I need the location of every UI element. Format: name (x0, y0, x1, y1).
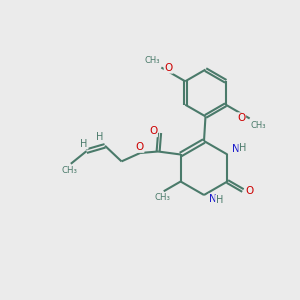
Text: N: N (232, 144, 240, 154)
Text: O: O (245, 185, 254, 196)
Text: H: H (80, 139, 88, 149)
Text: H: H (96, 132, 103, 142)
Text: H: H (239, 143, 247, 153)
Text: CH₃: CH₃ (145, 56, 160, 65)
Text: CH₃: CH₃ (250, 121, 266, 130)
Text: N: N (208, 194, 216, 205)
Text: O: O (135, 142, 144, 152)
Text: CH₃: CH₃ (154, 194, 170, 202)
Text: O: O (149, 126, 157, 136)
Text: O: O (164, 63, 173, 73)
Text: CH₃: CH₃ (61, 166, 77, 175)
Text: O: O (237, 113, 245, 123)
Text: H: H (216, 195, 223, 206)
